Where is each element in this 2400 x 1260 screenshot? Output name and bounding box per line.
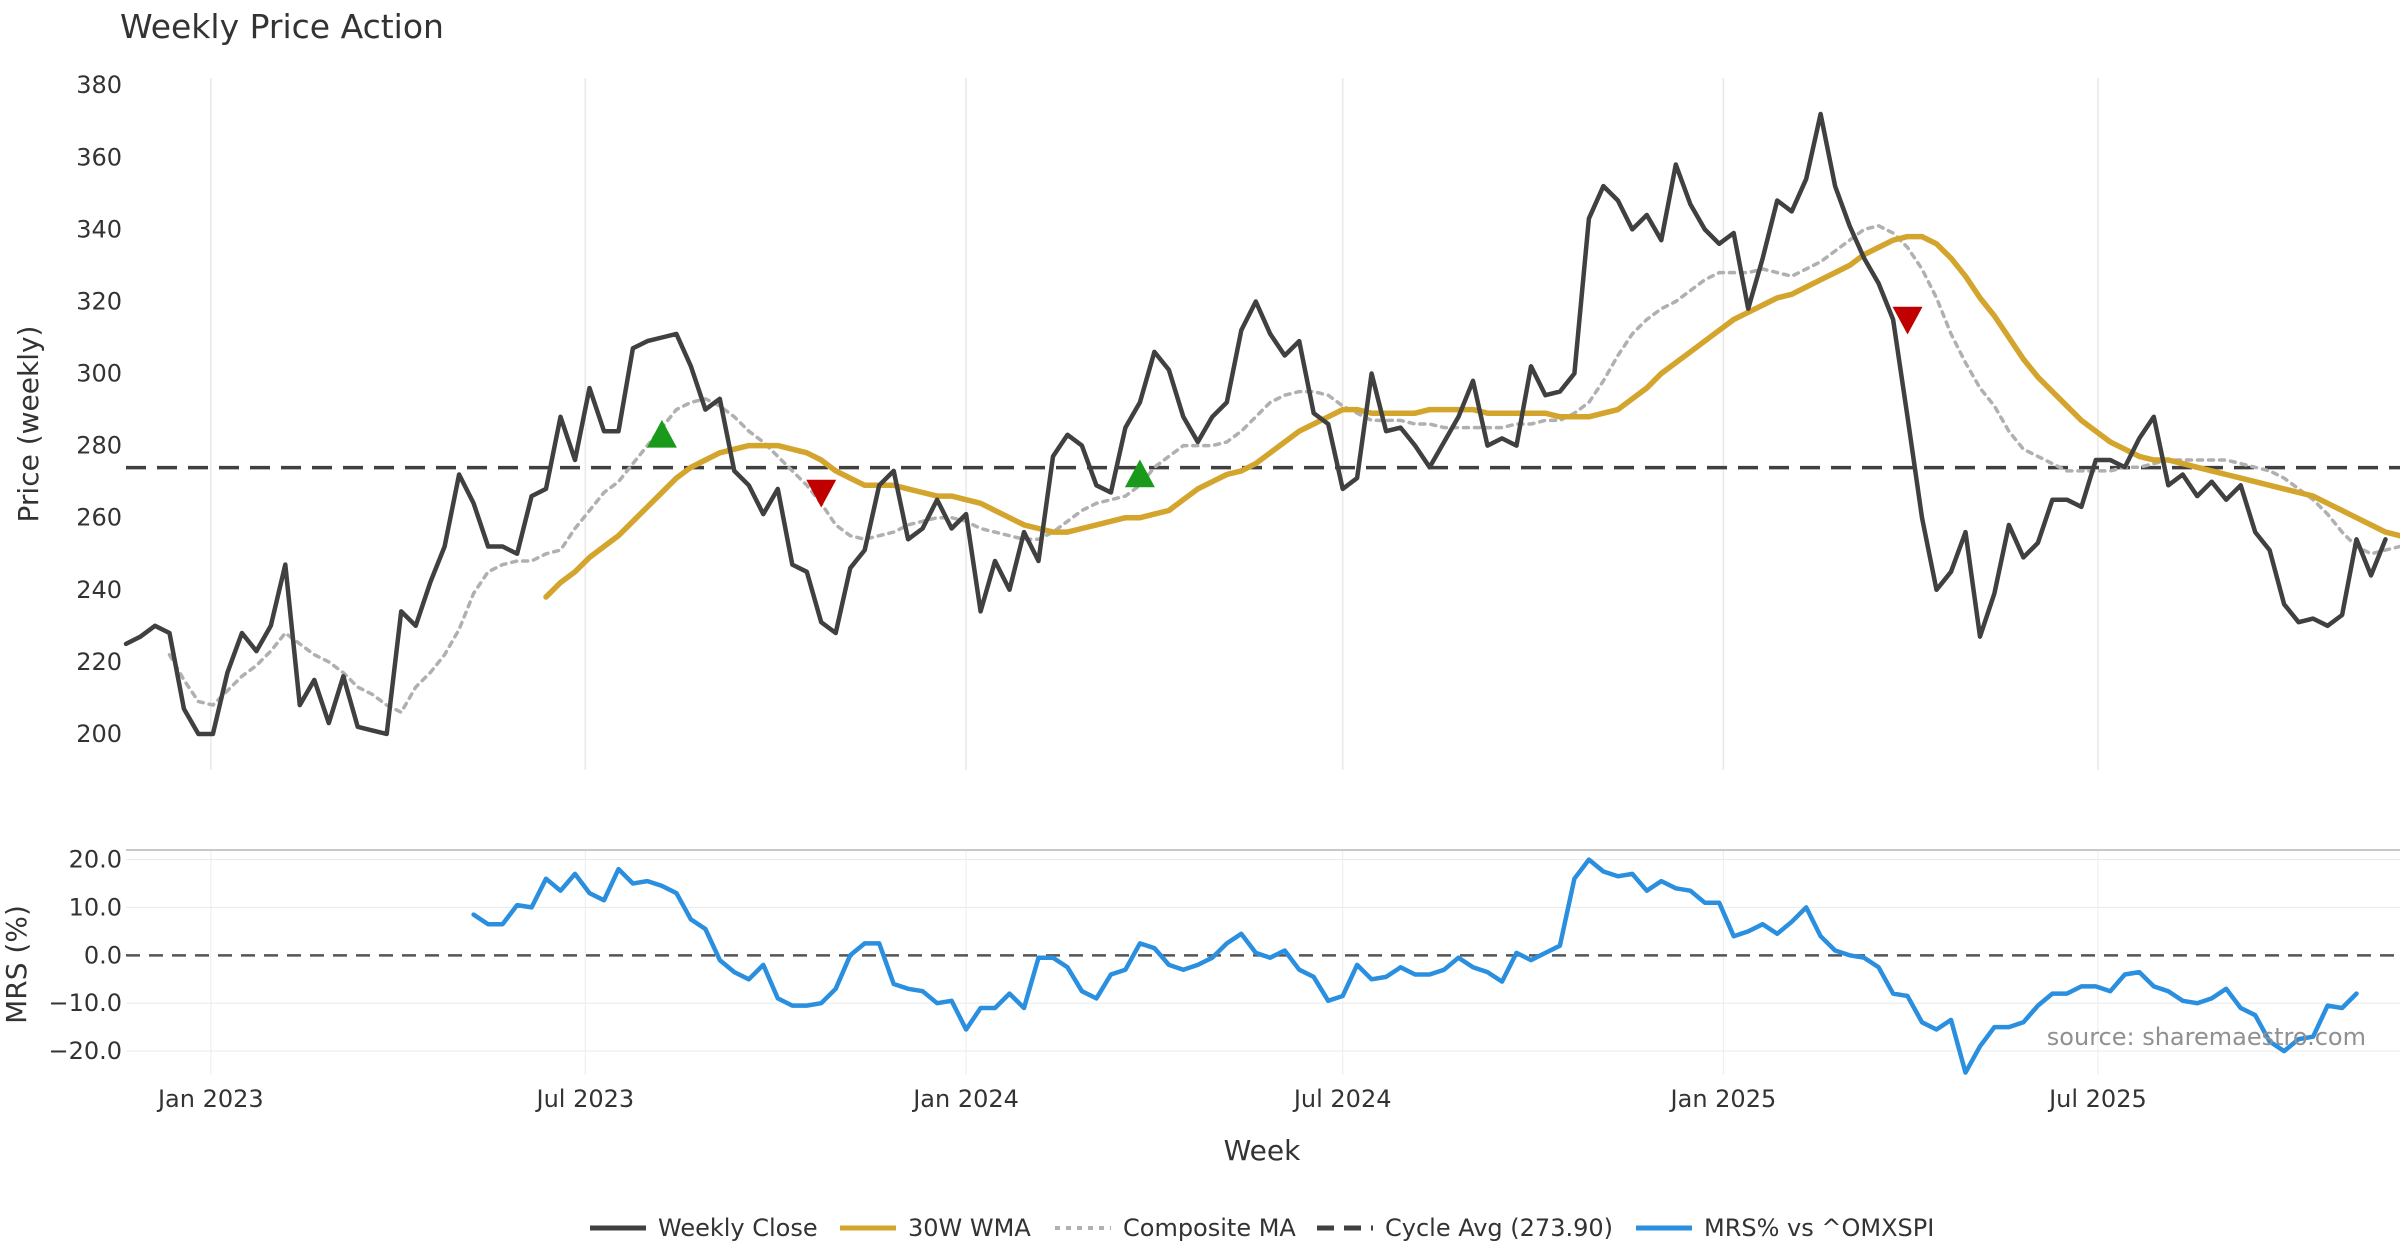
composite-ma-line	[167, 224, 2400, 715]
x-tick-label: Jul 2024	[1292, 1085, 1392, 1113]
legend-label: MRS% vs ^OMXSPI	[1704, 1214, 1934, 1242]
mrs-y-tick-label: 10.0	[69, 893, 122, 921]
price-y-tick-label: 200	[76, 720, 122, 748]
price-y-tick-label: 260	[76, 504, 122, 532]
price-panel	[123, 111, 2400, 737]
x-tick-label: Jan 2023	[156, 1085, 264, 1113]
x-axis-label: Week	[1224, 1134, 1301, 1167]
buy-signal-marker	[1124, 459, 1155, 488]
x-tick-label: Jul 2023	[535, 1085, 635, 1113]
price-y-tick-label: 340	[76, 215, 122, 243]
mrs-y-tick-label: 0.0	[84, 941, 122, 969]
price-y-axis-label: Price (weekly)	[12, 326, 45, 523]
price-y-tick-label: 380	[76, 71, 122, 99]
mrs-y-tick-label: −10.0	[48, 989, 122, 1017]
legend-label: Cycle Avg (273.90)	[1385, 1214, 1613, 1242]
source-note: source: sharemaestro.com	[2047, 1023, 2366, 1051]
sell-signal-marker	[806, 479, 837, 508]
price-y-tick-label: 300	[76, 360, 122, 388]
x-tick-label: Jul 2025	[2047, 1085, 2147, 1113]
price-y-tick-label: 220	[76, 648, 122, 676]
price-y-tick-label: 280	[76, 432, 122, 460]
wma-30w-line	[543, 233, 2400, 600]
x-tick-label: Jan 2025	[1669, 1085, 1777, 1113]
axis-layer: Jan 2023 Jul 2023 Jan 2024 Jul 2024 Jan 2025…	[0, 71, 2147, 1113]
grid-layer	[126, 78, 2400, 1075]
legend-label: 30W WMA	[908, 1214, 1031, 1242]
price-y-tick-label: 360	[76, 143, 122, 171]
legend: Weekly Close 30W WMA Composite MA Cycle Avg…	[590, 1214, 1934, 1242]
x-tick-label: Jan 2024	[911, 1085, 1019, 1113]
mrs-y-tick-label: −20.0	[48, 1037, 122, 1065]
mrs-line	[471, 857, 2359, 1075]
legend-label: Weekly Close	[658, 1214, 818, 1242]
buy-signal-marker	[646, 419, 677, 448]
mrs-panel	[126, 857, 2400, 1075]
sell-signal-marker	[1892, 306, 1923, 335]
weekly-close-line	[123, 111, 2388, 737]
price-y-tick-label: 240	[76, 576, 122, 604]
chart-title: Weekly Price Action	[120, 7, 444, 46]
price-y-tick-label: 320	[76, 287, 122, 315]
mrs-y-axis-label: MRS (%)	[0, 905, 33, 1024]
mrs-y-tick-label: 20.0	[69, 846, 122, 874]
legend-label: Composite MA	[1123, 1214, 1296, 1242]
